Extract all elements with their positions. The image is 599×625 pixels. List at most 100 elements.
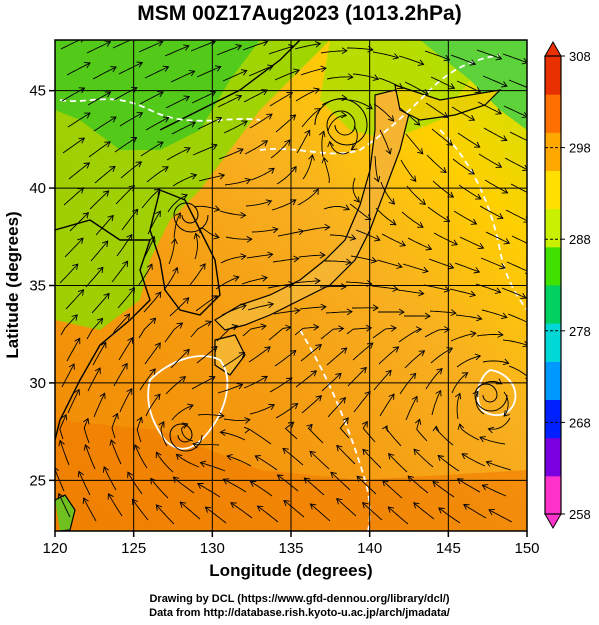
- credits: Drawing by DCL (https://www.gfd-dennou.o…: [0, 592, 599, 620]
- streamline: [67, 389, 80, 414]
- streamline: [327, 397, 346, 418]
- streamline: [167, 194, 188, 213]
- streamline: [146, 166, 169, 183]
- streamline: [296, 130, 311, 154]
- streamline: [58, 493, 71, 518]
- streamline-arrowhead: [213, 205, 221, 212]
- streamline-arrowhead: [417, 221, 424, 228]
- streamline-arrowhead: [83, 443, 91, 451]
- streamline-arrowhead: [110, 66, 117, 73]
- streamline-arrowhead: [373, 175, 381, 183]
- streamline: [347, 99, 373, 110]
- streamline-arrowhead: [199, 460, 207, 468]
- streamline-arrowhead: [244, 177, 252, 185]
- streamline: [488, 417, 511, 430]
- streamline-arrowhead: [399, 240, 407, 247]
- streamline-arrowhead: [261, 275, 268, 282]
- streamline: [197, 117, 222, 130]
- streamline-arrowhead: [181, 193, 188, 200]
- streamline-arrowhead: [472, 390, 479, 398]
- streamline: [398, 55, 424, 65]
- streamline-arrowhead: [246, 235, 253, 243]
- streamline: [320, 50, 347, 54]
- streamline-arrowhead: [235, 94, 243, 101]
- streamline-arrowhead: [342, 417, 349, 424]
- streamline-arrowhead: [83, 162, 91, 169]
- streamline-arrowhead: [372, 304, 379, 312]
- streamline: [459, 236, 484, 249]
- streamline-arrowhead: [361, 420, 368, 428]
- streamline-arrowhead: [136, 61, 144, 68]
- streamline-arrowhead: [104, 141, 111, 148]
- streamline: [453, 210, 477, 225]
- streamline-arrowhead: [473, 267, 481, 274]
- streamline-arrowhead: [243, 426, 251, 434]
- streamline-arrowhead: [396, 262, 403, 269]
- streamline-arrowhead: [330, 471, 337, 479]
- streamline-arrowhead: [347, 73, 354, 81]
- streamline: [352, 73, 379, 80]
- streamline-arrowhead: [153, 188, 161, 195]
- colorbar-segment: [545, 285, 561, 324]
- streamline-arrowhead: [313, 87, 320, 94]
- streamline-arrowhead: [417, 148, 424, 155]
- streamline: [476, 49, 502, 60]
- streamline-arrowhead: [218, 412, 225, 419]
- streamline-arrowhead: [126, 388, 133, 395]
- streamline-arrowhead: [312, 188, 319, 195]
- streamline-arrowhead: [294, 307, 301, 315]
- streamline: [416, 419, 428, 442]
- streamline-arrowhead: [335, 372, 342, 380]
- streamline-arrowhead: [261, 89, 268, 96]
- streamline: [132, 498, 149, 521]
- streamline-arrowhead: [398, 308, 405, 316]
- streamline-arrowhead: [477, 243, 485, 250]
- map-field: [55, 40, 527, 531]
- streamline-arrowhead: [454, 392, 462, 400]
- streamline: [297, 188, 319, 206]
- streamline: [382, 480, 403, 499]
- streamline: [86, 318, 103, 340]
- streamline-arrowhead: [96, 317, 104, 325]
- streamline-arrowhead: [146, 263, 153, 270]
- streamline: [198, 174, 225, 182]
- streamline-arrowhead: [249, 480, 257, 487]
- streamline: [60, 40, 81, 50]
- streamline-arrowhead: [77, 289, 85, 296]
- streamline: [476, 334, 503, 337]
- streamline: [302, 154, 313, 180]
- colorbar-segment: [545, 323, 561, 362]
- streamline: [407, 475, 429, 494]
- streamline: [113, 363, 128, 387]
- streamline-arrowhead: [272, 226, 279, 234]
- streamline: [283, 500, 305, 518]
- streamline: [63, 187, 84, 206]
- streamline-arrowhead: [267, 301, 275, 309]
- streamline: [482, 484, 507, 497]
- streamline-arrowhead: [290, 349, 297, 357]
- streamline: [66, 338, 81, 362]
- streamline-arrowhead: [107, 214, 114, 222]
- streamline-arrowhead: [265, 199, 273, 206]
- streamline: [190, 321, 212, 338]
- streamline-arrowhead: [179, 501, 187, 508]
- streamline-arrowhead: [183, 348, 190, 356]
- streamline-arrowhead: [418, 289, 425, 297]
- streamline-arrowhead: [237, 148, 244, 155]
- streamline: [250, 481, 273, 497]
- streamline-arrowhead: [469, 290, 477, 298]
- colorbar-tick-label: 278: [569, 324, 591, 339]
- streamline-arrowhead: [306, 423, 313, 431]
- streamline-arrowhead: [381, 425, 388, 432]
- streamline: [89, 190, 110, 210]
- streamline-arrowhead: [488, 509, 495, 516]
- y-tick-label: 40: [29, 180, 46, 197]
- streamline: [68, 162, 90, 180]
- streamline: [194, 233, 198, 260]
- streamline-arrowhead: [387, 506, 395, 513]
- colorbar-segment: [545, 56, 561, 95]
- streamline: [136, 417, 143, 443]
- streamline-arrowhead: [100, 341, 107, 349]
- streamline: [197, 414, 224, 417]
- streamline: [459, 423, 480, 441]
